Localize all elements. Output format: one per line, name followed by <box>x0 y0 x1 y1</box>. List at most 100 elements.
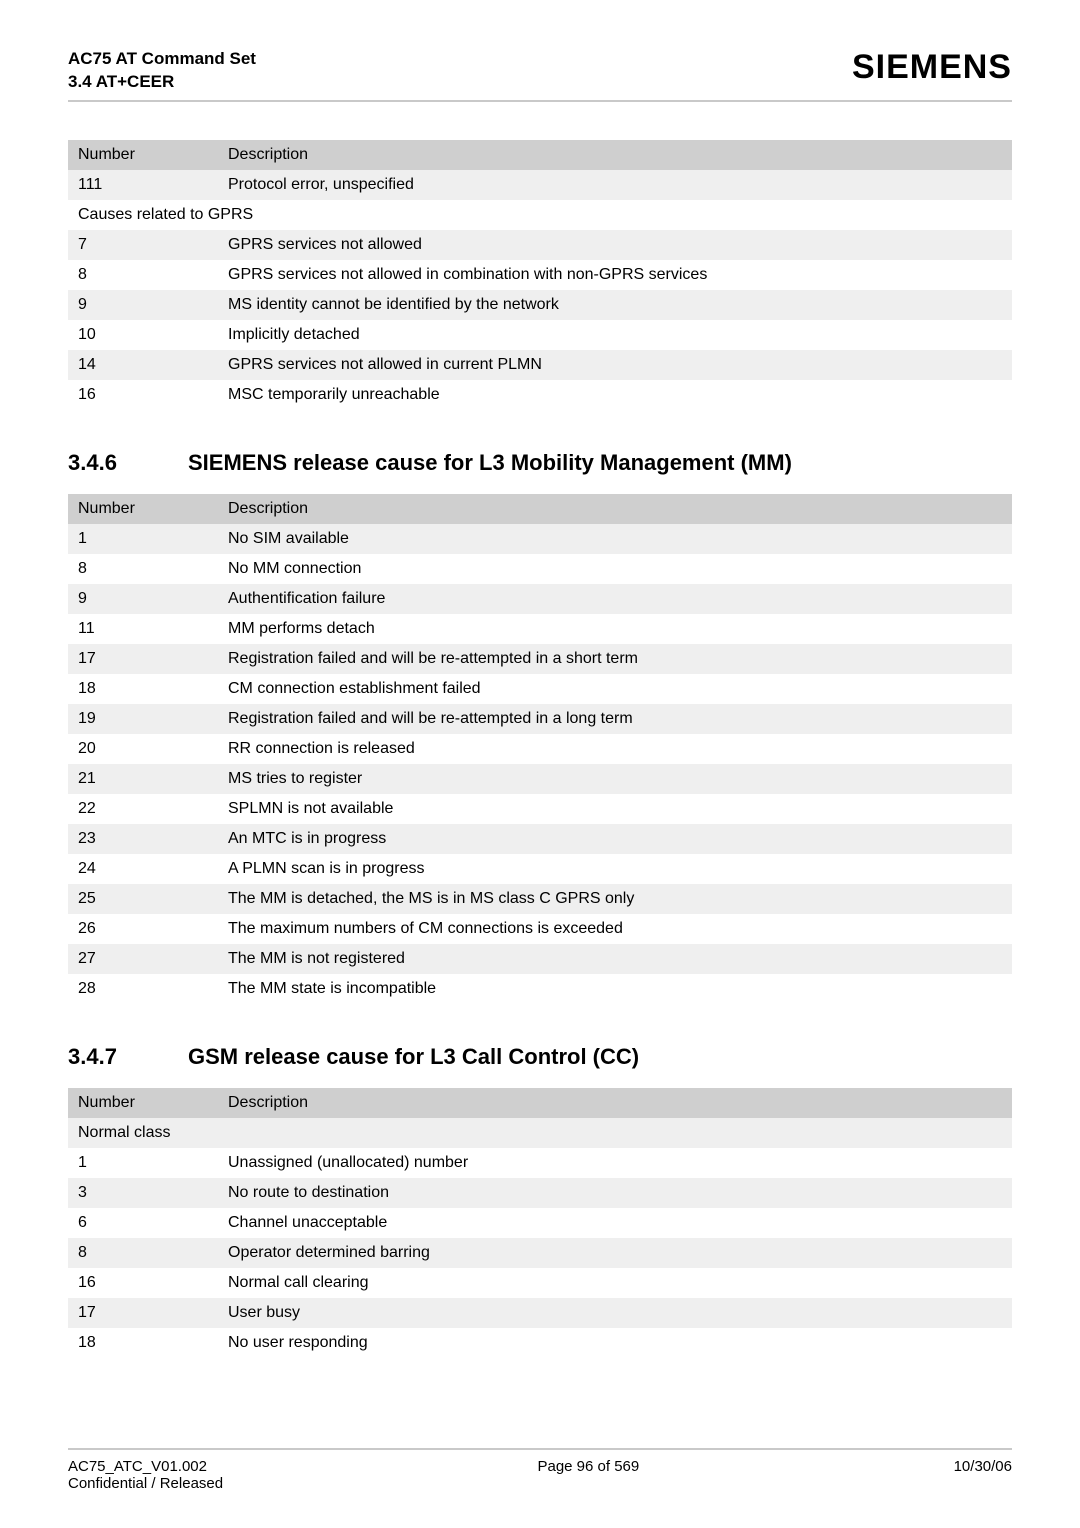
cell-number: 27 <box>68 944 218 974</box>
cell-description: No MM connection <box>218 554 1012 584</box>
table-gprs-causes: Number Description 111Protocol error, un… <box>68 140 1012 410</box>
doc-title: AC75 AT Command Set 3.4 AT+CEER <box>68 48 256 94</box>
cell-description: Authentification failure <box>218 584 1012 614</box>
cell-number: 17 <box>68 644 218 674</box>
table-row: 8No MM connection <box>68 554 1012 584</box>
col-number: Number <box>68 494 218 524</box>
table-row: 111Protocol error, unspecified <box>68 170 1012 200</box>
col-number: Number <box>68 1088 218 1118</box>
cell-number: 24 <box>68 854 218 884</box>
cell-number: 20 <box>68 734 218 764</box>
cell-number: 28 <box>68 974 218 1004</box>
cell-description: The maximum numbers of CM connections is… <box>218 914 1012 944</box>
table-row: 10Implicitly detached <box>68 320 1012 350</box>
cell-description: GPRS services not allowed in combination… <box>218 260 1012 290</box>
table-row: 11MM performs detach <box>68 614 1012 644</box>
section-title: SIEMENS release cause for L3 Mobility Ma… <box>188 450 792 476</box>
table-row: Causes related to GPRS <box>68 200 1012 230</box>
cell-number: 8 <box>68 554 218 584</box>
cell-number: 16 <box>68 1268 218 1298</box>
cell-number: 1 <box>68 1148 218 1178</box>
cell-number: 19 <box>68 704 218 734</box>
section-num: 3.4.7 <box>68 1044 128 1070</box>
table-row: 18CM connection establishment failed <box>68 674 1012 704</box>
table-row: 26The maximum numbers of CM connections … <box>68 914 1012 944</box>
cell-description: No user responding <box>218 1328 1012 1358</box>
cell-description: MSC temporarily unreachable <box>218 380 1012 410</box>
table-row: 25The MM is detached, the MS is in MS cl… <box>68 884 1012 914</box>
cell-description: Protocol error, unspecified <box>218 170 1012 200</box>
table-row: 27The MM is not registered <box>68 944 1012 974</box>
table-row: 18No user responding <box>68 1328 1012 1358</box>
table-row: 22SPLMN is not available <box>68 794 1012 824</box>
cell-number: 18 <box>68 674 218 704</box>
footer-rule <box>68 1448 1012 1450</box>
cell-number: 26 <box>68 914 218 944</box>
cell-number: 18 <box>68 1328 218 1358</box>
cell-description: Unassigned (unallocated) number <box>218 1148 1012 1178</box>
table-row: 8GPRS services not allowed in combinatio… <box>68 260 1012 290</box>
table-row: 20RR connection is released <box>68 734 1012 764</box>
cell-description: CM connection establishment failed <box>218 674 1012 704</box>
table-row: 9MS identity cannot be identified by the… <box>68 290 1012 320</box>
cell-number: 1 <box>68 524 218 554</box>
cell-number: 6 <box>68 1208 218 1238</box>
table-row: 16MSC temporarily unreachable <box>68 380 1012 410</box>
footer-right: 10/30/06 <box>954 1458 1012 1492</box>
section-title: GSM release cause for L3 Call Control (C… <box>188 1044 639 1070</box>
cell-number: 21 <box>68 764 218 794</box>
cell-number: 8 <box>68 260 218 290</box>
cell-description: SPLMN is not available <box>218 794 1012 824</box>
cell-description: No route to destination <box>218 1178 1012 1208</box>
cell-number: 111 <box>68 170 218 200</box>
cell-number: 9 <box>68 290 218 320</box>
table-row: 17User busy <box>68 1298 1012 1328</box>
table-row: 28The MM state is incompatible <box>68 974 1012 1004</box>
footer-left: AC75_ATC_V01.002 Confidential / Released <box>68 1458 223 1492</box>
table-row: Normal class <box>68 1118 1012 1148</box>
cell-number: 9 <box>68 584 218 614</box>
cell-description: No SIM available <box>218 524 1012 554</box>
table-row: 6Channel unacceptable <box>68 1208 1012 1238</box>
section-row-label: Causes related to GPRS <box>68 200 1012 230</box>
cell-number: 7 <box>68 230 218 260</box>
table-row: 19Registration failed and will be re-att… <box>68 704 1012 734</box>
col-description: Description <box>218 1088 1012 1118</box>
cell-number: 17 <box>68 1298 218 1328</box>
col-description: Description <box>218 140 1012 170</box>
cell-number: 14 <box>68 350 218 380</box>
table-row: 3No route to destination <box>68 1178 1012 1208</box>
footer-center: Page 96 of 569 <box>537 1458 639 1492</box>
cell-number: 25 <box>68 884 218 914</box>
table3-body: Normal class1Unassigned (unallocated) nu… <box>68 1118 1012 1358</box>
cell-number: 10 <box>68 320 218 350</box>
table-row: 8Operator determined barring <box>68 1238 1012 1268</box>
table-row: 1No SIM available <box>68 524 1012 554</box>
cell-description: Registration failed and will be re-attem… <box>218 704 1012 734</box>
table-row: 21MS tries to register <box>68 764 1012 794</box>
table-row: 7GPRS services not allowed <box>68 230 1012 260</box>
header-rule <box>68 100 1012 102</box>
footer-left-line2: Confidential / Released <box>68 1475 223 1492</box>
cell-description: GPRS services not allowed <box>218 230 1012 260</box>
cell-description: RR connection is released <box>218 734 1012 764</box>
cell-description: Normal call clearing <box>218 1268 1012 1298</box>
cell-description: Operator determined barring <box>218 1238 1012 1268</box>
cell-description: The MM state is incompatible <box>218 974 1012 1004</box>
brand-logo: SIEMENS <box>852 48 1012 87</box>
cell-number: 23 <box>68 824 218 854</box>
table1-body: 111Protocol error, unspecifiedCauses rel… <box>68 170 1012 410</box>
cell-description: MS tries to register <box>218 764 1012 794</box>
cell-description: A PLMN scan is in progress <box>218 854 1012 884</box>
cell-number: 16 <box>68 380 218 410</box>
cell-description: GPRS services not allowed in current PLM… <box>218 350 1012 380</box>
table-row: 24A PLMN scan is in progress <box>68 854 1012 884</box>
col-description: Description <box>218 494 1012 524</box>
page-header: AC75 AT Command Set 3.4 AT+CEER SIEMENS <box>68 48 1012 94</box>
cell-description: An MTC is in progress <box>218 824 1012 854</box>
section-row-label: Normal class <box>68 1118 1012 1148</box>
cell-description: User busy <box>218 1298 1012 1328</box>
cell-number: 8 <box>68 1238 218 1268</box>
cell-number: 22 <box>68 794 218 824</box>
doc-title-line1: AC75 AT Command Set <box>68 48 256 71</box>
